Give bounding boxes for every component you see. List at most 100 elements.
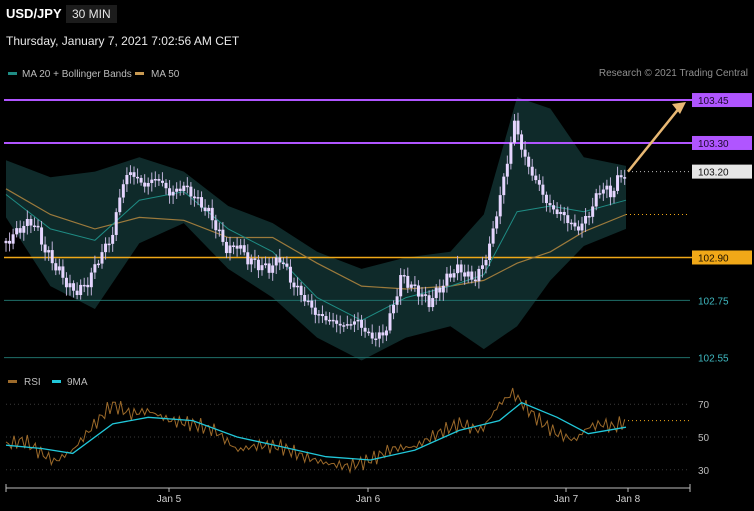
candle-body: [466, 271, 470, 277]
candle-body: [160, 180, 164, 183]
candle-body: [562, 211, 566, 216]
candle-body: [448, 273, 452, 278]
candle-body: [434, 287, 438, 299]
candle-body: [569, 222, 573, 225]
candle-body: [228, 245, 232, 254]
rsi-tick-label: 50: [698, 433, 710, 444]
level-label: 102.90: [698, 253, 729, 264]
candle-body: [22, 225, 26, 233]
candle-body: [114, 212, 118, 235]
candle-body: [555, 209, 559, 215]
candle-body: [178, 188, 182, 191]
candle-body: [598, 193, 602, 195]
candle-body: [224, 241, 228, 254]
candle-body: [452, 273, 456, 278]
candle-body: [118, 197, 122, 213]
candle-body: [96, 263, 100, 266]
candle-body: [299, 285, 303, 296]
candle-body: [146, 182, 150, 187]
candle-body: [153, 178, 157, 181]
candle-body: [43, 244, 47, 253]
rsi-ma-line: [5, 401, 627, 461]
level-label: 103.20: [698, 168, 729, 179]
candle-body: [349, 324, 353, 326]
candle-body: [509, 142, 513, 164]
candle-body: [459, 264, 463, 273]
candle-body: [136, 176, 140, 179]
candle-body: [232, 245, 236, 247]
candle-body: [363, 327, 367, 332]
candle-body: [473, 279, 477, 282]
legend-ma50-label: MA 50: [151, 69, 180, 80]
level-label-box: [692, 93, 752, 108]
candle-body: [352, 321, 356, 325]
candle-body: [484, 260, 488, 266]
candle-body: [381, 332, 385, 336]
candle-body: [367, 331, 371, 334]
symbol-title: USD/JPY: [6, 6, 62, 21]
candle-body: [370, 332, 374, 339]
candle-body: [143, 182, 147, 187]
candle-body: [392, 304, 396, 314]
legend-swatch-rsi: [8, 380, 17, 383]
candle-body: [64, 277, 68, 288]
candle-body: [619, 175, 623, 178]
candle-body: [50, 250, 54, 264]
candle-body: [260, 265, 264, 271]
candle-body: [491, 228, 495, 244]
candle-body: [544, 194, 548, 204]
candle-body: [288, 266, 292, 283]
candle-body: [107, 243, 111, 246]
candle-body: [520, 134, 524, 150]
candle-body: [587, 216, 591, 218]
candle-body: [175, 188, 179, 192]
candle-body: [79, 284, 83, 296]
candle-body: [331, 319, 335, 322]
candle-body: [93, 264, 97, 273]
rsi-tick-label: 70: [698, 400, 710, 411]
x-tick-label: Jan 7: [554, 494, 579, 505]
candle-body: [441, 285, 445, 293]
candle-body: [271, 265, 275, 273]
candle-body: [128, 172, 132, 176]
candle-body: [342, 325, 346, 327]
candle-body: [534, 175, 538, 181]
candle-body: [548, 203, 552, 206]
candle-body: [374, 338, 378, 341]
candle-body: [139, 177, 143, 183]
candle-body: [488, 243, 492, 261]
candle-body: [100, 252, 104, 264]
candle-body: [530, 166, 534, 176]
candle-body: [11, 234, 15, 244]
candle-body: [463, 272, 467, 277]
candle-body: [207, 207, 211, 212]
candle-body: [214, 220, 218, 231]
rsi-line: [5, 387, 626, 474]
candle-body: [157, 178, 161, 181]
research-credit: Research © 2021 Trading Central: [598, 68, 748, 79]
level-label: 102.75: [698, 296, 729, 307]
candle-body: [61, 266, 65, 278]
candle-body: [242, 245, 246, 253]
timeframe-badge[interactable]: 30 MIN: [66, 5, 117, 23]
candle-body: [68, 283, 72, 288]
candle-body: [480, 265, 484, 269]
level-label: 103.45: [698, 96, 729, 107]
level-label-box: [692, 250, 752, 265]
candle-body: [278, 257, 282, 263]
candle-body: [25, 218, 29, 226]
candle-body: [409, 284, 413, 288]
candle-body: [253, 258, 257, 260]
candle-body: [18, 228, 22, 233]
candle-body: [246, 252, 250, 265]
candle-body: [29, 218, 33, 226]
candle-body: [413, 284, 417, 287]
candle-body: [505, 163, 509, 177]
candle-body: [168, 188, 172, 196]
candle-body: [402, 275, 406, 277]
candle-body: [32, 225, 36, 228]
legend-swatch-ma50: [135, 72, 144, 75]
candle-body: [559, 211, 563, 215]
candle-body: [388, 313, 392, 331]
candle-body: [580, 223, 584, 231]
